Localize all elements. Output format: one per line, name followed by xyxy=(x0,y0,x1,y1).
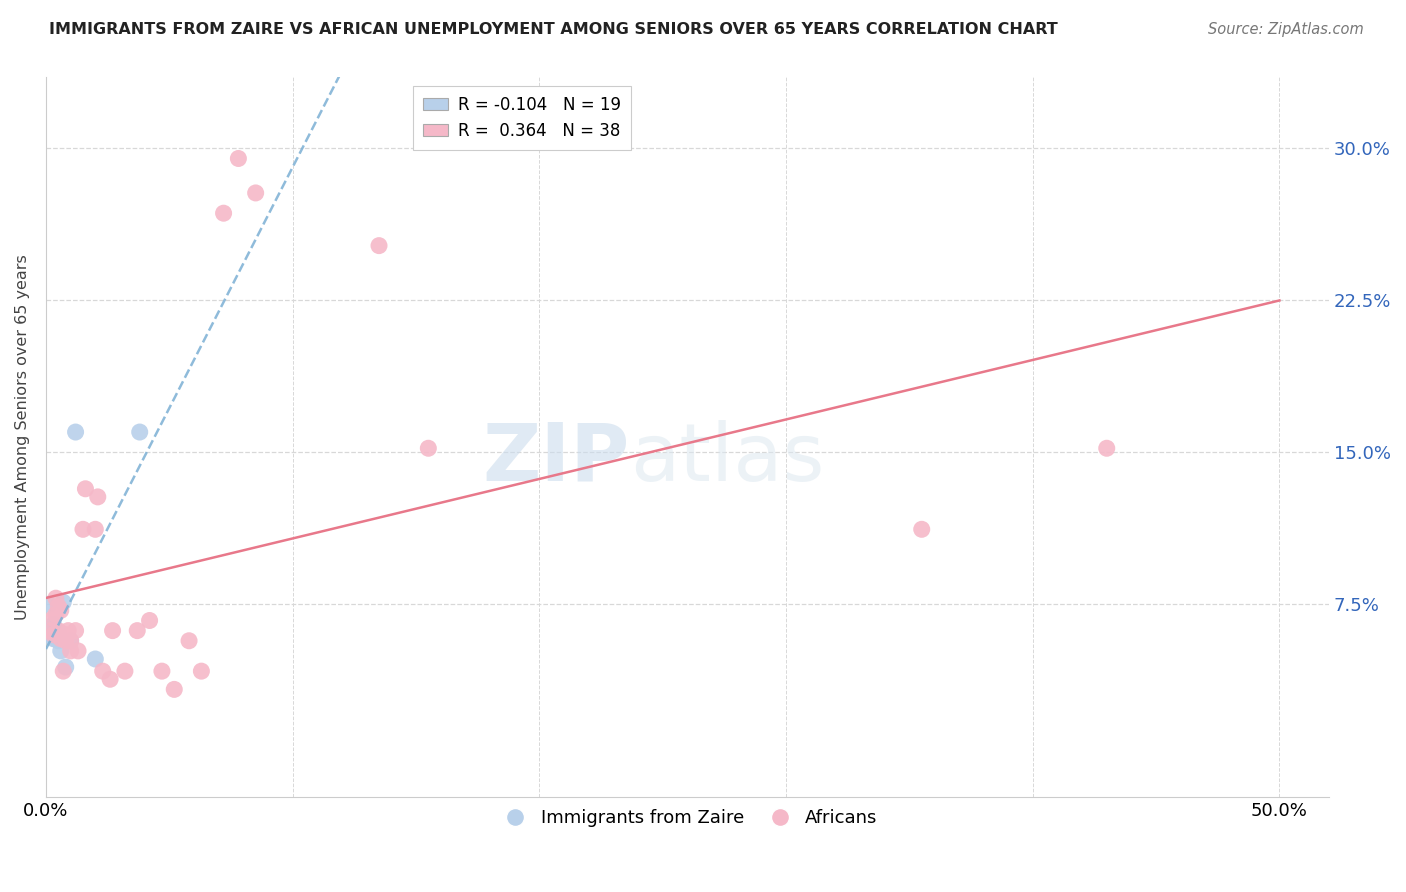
Point xyxy=(42,628,65,642)
Point xyxy=(911,522,934,536)
Point xyxy=(42,611,65,625)
Point xyxy=(128,425,150,439)
Point xyxy=(59,633,82,648)
Point xyxy=(65,425,87,439)
Point xyxy=(37,624,59,638)
Point xyxy=(1095,442,1118,456)
Point xyxy=(150,664,173,678)
Point xyxy=(52,595,75,609)
Point xyxy=(101,624,124,638)
Point xyxy=(91,664,114,678)
Point xyxy=(418,442,440,456)
Point xyxy=(59,633,82,648)
Point xyxy=(37,597,59,611)
Text: Source: ZipAtlas.com: Source: ZipAtlas.com xyxy=(1208,22,1364,37)
Point xyxy=(42,617,65,632)
Point xyxy=(114,664,136,678)
Point xyxy=(45,632,67,646)
Point xyxy=(39,624,62,638)
Point xyxy=(39,622,62,636)
Point xyxy=(55,628,77,642)
Point xyxy=(55,633,77,648)
Point xyxy=(42,632,65,646)
Point xyxy=(45,628,67,642)
Text: atlas: atlas xyxy=(630,420,824,498)
Point xyxy=(138,614,160,628)
Point xyxy=(177,633,200,648)
Point xyxy=(55,660,77,674)
Point xyxy=(39,628,62,642)
Point xyxy=(212,206,235,220)
Point xyxy=(59,644,82,658)
Point xyxy=(49,632,72,646)
Point xyxy=(49,603,72,617)
Point xyxy=(98,672,121,686)
Point xyxy=(46,630,69,644)
Point xyxy=(46,624,69,638)
Point xyxy=(45,607,67,622)
Point xyxy=(49,644,72,658)
Point xyxy=(75,482,97,496)
Point xyxy=(45,591,67,606)
Point xyxy=(163,682,186,697)
Point xyxy=(84,522,107,536)
Point xyxy=(72,522,94,536)
Legend: Immigrants from Zaire, Africans: Immigrants from Zaire, Africans xyxy=(489,802,884,835)
Point xyxy=(42,625,65,640)
Y-axis label: Unemployment Among Seniors over 65 years: Unemployment Among Seniors over 65 years xyxy=(15,254,30,620)
Point xyxy=(127,624,149,638)
Point xyxy=(368,238,391,252)
Point xyxy=(56,624,79,638)
Text: IMMIGRANTS FROM ZAIRE VS AFRICAN UNEMPLOYMENT AMONG SENIORS OVER 65 YEARS CORREL: IMMIGRANTS FROM ZAIRE VS AFRICAN UNEMPLO… xyxy=(49,22,1057,37)
Point xyxy=(46,625,69,640)
Point xyxy=(190,664,212,678)
Point xyxy=(87,490,110,504)
Text: ZIP: ZIP xyxy=(482,420,630,498)
Point xyxy=(228,152,250,166)
Point xyxy=(84,652,107,666)
Point xyxy=(46,633,69,648)
Point xyxy=(245,186,267,200)
Point xyxy=(52,664,75,678)
Point xyxy=(65,624,87,638)
Point xyxy=(67,644,90,658)
Point xyxy=(46,599,69,614)
